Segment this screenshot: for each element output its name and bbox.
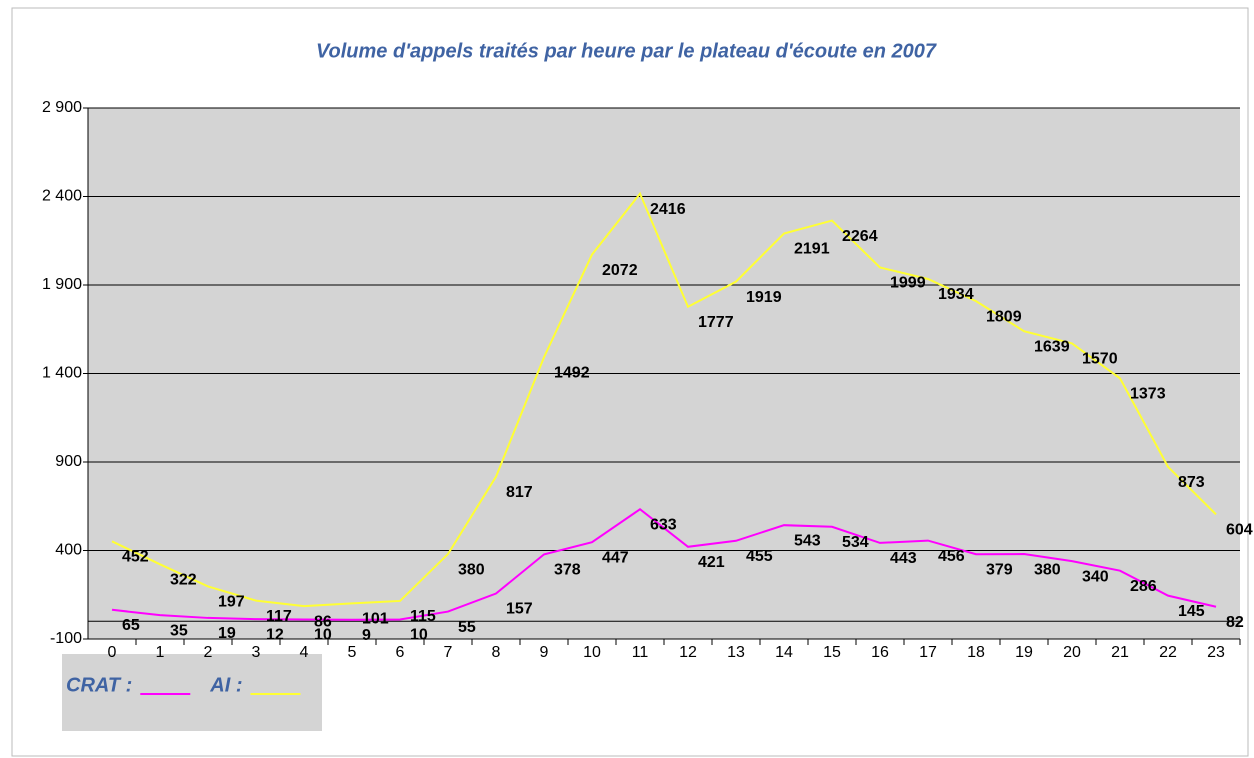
data-label: 421 [698,554,725,571]
data-label: 447 [602,549,629,566]
data-label: 1777 [698,314,734,331]
y-tick-label: 2 900 [42,99,82,116]
x-tick-label: 23 [1207,644,1225,661]
data-label: 1639 [1034,338,1070,355]
data-label: 2191 [794,241,830,258]
x-tick-label: 20 [1063,644,1081,661]
x-tick-label: 5 [348,644,357,661]
data-label: 340 [1082,568,1109,585]
data-label: 35 [170,622,188,639]
data-label: 9 [362,627,371,644]
data-label: 101 [362,611,389,628]
x-tick-label: 12 [679,644,697,661]
data-label: 115 [410,608,436,625]
data-label: 378 [554,562,581,579]
data-label: 452 [122,549,149,566]
data-label: 82 [1226,614,1244,631]
chart-title: Volume d'appels traités par heure par le… [316,40,937,62]
data-label: 197 [218,594,245,611]
x-tick-label: 17 [919,644,937,661]
x-tick-label: 15 [823,644,841,661]
data-label: 55 [458,619,476,636]
data-label: 2264 [842,228,878,245]
data-label: 534 [842,534,869,551]
data-label: 379 [986,561,1013,578]
legend-label: CRAT : [66,674,132,696]
x-tick-label: 0 [108,644,117,661]
data-label: 380 [1034,561,1061,578]
y-tick-label: 2 400 [42,188,82,205]
data-label: 633 [650,516,677,533]
x-tick-label: 10 [583,644,601,661]
data-label: 10 [314,627,332,644]
x-tick-label: 14 [775,644,793,661]
legend-label: AI : [209,674,242,696]
x-tick-label: 1 [156,644,165,661]
x-tick-label: 4 [300,644,309,661]
data-label: 543 [794,532,821,549]
y-tick-label: 900 [55,453,82,470]
x-tick-label: 13 [727,644,745,661]
data-label: 65 [122,617,140,634]
data-label: 455 [746,548,773,565]
x-tick-label: 21 [1111,644,1129,661]
data-label: 1934 [938,286,974,303]
data-label: 1809 [986,308,1022,325]
series-line [111,191,1217,608]
series-line [111,508,1217,621]
x-tick-label: 16 [871,644,889,661]
data-label: 1492 [554,364,590,381]
data-label: 456 [938,548,965,565]
data-label: 1570 [1082,351,1118,368]
data-label: 873 [1178,474,1205,491]
data-label: 1999 [890,275,926,292]
data-label: 817 [506,484,533,501]
data-label: 86 [314,613,332,630]
x-tick-label: 9 [540,644,549,661]
x-tick-label: 3 [252,644,261,661]
data-label: 157 [506,601,533,618]
legend-box [62,654,322,731]
data-label: 12 [266,626,284,643]
data-label: 10 [410,627,428,644]
data-label: 1919 [746,289,782,306]
data-label: 2416 [650,201,686,218]
data-label: 380 [458,561,485,578]
data-label: 604 [1226,522,1253,539]
x-tick-label: 7 [444,644,453,661]
y-tick-label: 400 [55,542,82,559]
x-tick-label: 18 [967,644,985,661]
x-tick-label: 22 [1159,644,1177,661]
data-label: 145 [1178,603,1205,620]
data-label: 2072 [602,262,638,279]
data-label: 1373 [1130,385,1166,402]
data-label: 443 [890,550,917,567]
x-tick-label: 2 [204,644,213,661]
data-label: 286 [1130,578,1157,595]
x-tick-label: 11 [632,644,649,661]
data-label: 19 [218,625,236,642]
data-label: 322 [170,572,197,589]
data-label: 117 [266,608,292,625]
x-tick-label: 6 [396,644,405,661]
y-tick-label: 1 400 [42,365,82,382]
y-tick-label: -100 [50,630,82,647]
x-tick-label: 8 [492,644,501,661]
y-tick-label: 1 900 [42,276,82,293]
x-tick-label: 19 [1015,644,1033,661]
